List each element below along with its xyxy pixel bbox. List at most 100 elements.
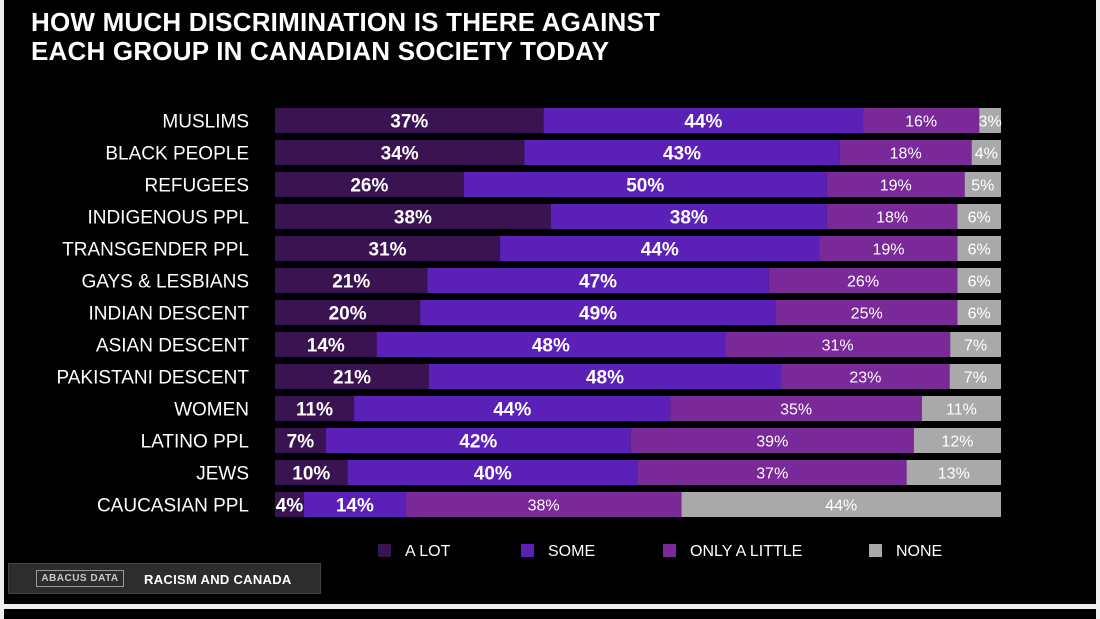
data-label: 20% — [329, 304, 367, 325]
category-label: JEWS — [196, 464, 249, 485]
data-label: 34% — [381, 144, 419, 165]
data-label: 43% — [663, 144, 701, 165]
bar-segment-some — [325, 428, 631, 453]
bar-segment-none — [979, 108, 1001, 133]
bar-segment-a-lot — [275, 492, 305, 517]
data-label: 4% — [276, 496, 304, 517]
bar-segment-none — [681, 492, 1001, 517]
data-label: 44% — [684, 112, 722, 133]
data-label: 18% — [890, 146, 922, 163]
chart-title-line-1: HOW MUCH DISCRIMINATION IS THERE AGAINST — [31, 7, 661, 37]
bar-segment-only-a-little — [839, 140, 972, 165]
data-label: 18% — [876, 210, 908, 227]
data-label: 19% — [880, 178, 912, 195]
bar-segment-only-a-little — [630, 428, 914, 453]
data-label: 40% — [474, 464, 512, 485]
bar-segment-some — [500, 236, 820, 261]
bar-segment-a-lot — [275, 204, 551, 229]
legend-label-only-a-little: ONLY A LITTLE — [690, 543, 802, 560]
data-label: 26% — [847, 274, 879, 291]
category-label: REFUGEES — [144, 176, 249, 197]
bar-segment-some — [543, 108, 864, 133]
data-label: 50% — [626, 176, 664, 197]
bar-segment-only-a-little — [863, 108, 980, 133]
bar-segment-a-lot — [275, 300, 421, 325]
footer-caption: RACISM AND CANADA — [144, 572, 292, 587]
category-label: WOMEN — [174, 400, 249, 421]
bar-segment-only-a-little — [826, 204, 958, 229]
data-label: 39% — [756, 434, 788, 451]
chart-title-line-2: EACH GROUP IN CANADIAN SOCIETY TODAY — [31, 36, 610, 66]
category-label: BLACK PEOPLE — [105, 144, 249, 165]
bar-segment-some — [376, 332, 726, 357]
data-label: 7% — [964, 370, 987, 387]
data-label: 11% — [296, 400, 333, 421]
bar-segment-only-a-little — [725, 332, 951, 357]
bar-segment-only-a-little — [670, 396, 922, 421]
category-label: LATINO PPL — [141, 432, 249, 453]
data-label: 19% — [872, 242, 904, 259]
category-label: PAKISTANI DESCENT — [57, 368, 250, 389]
bar-segment-a-lot — [275, 396, 355, 421]
category-label: MUSLIMS — [162, 112, 249, 133]
data-label: 42% — [459, 432, 497, 453]
bar-segment-only-a-little — [826, 172, 965, 197]
data-label: 14% — [307, 336, 345, 357]
data-label: 38% — [670, 208, 708, 229]
data-label: 7% — [964, 338, 987, 355]
data-label: 48% — [532, 336, 570, 357]
bar-segment-only-a-little — [819, 236, 958, 261]
data-label: 21% — [332, 272, 370, 293]
data-label: 13% — [938, 466, 970, 483]
legend-label-none: NONE — [896, 543, 942, 560]
legend-swatch-a-lot — [378, 544, 391, 557]
bar-segment-a-lot — [275, 268, 428, 293]
data-label: 25% — [851, 306, 883, 323]
bar-segment-none — [913, 428, 1001, 453]
bar-segment-some — [420, 300, 776, 325]
bar-segment-some — [463, 172, 827, 197]
data-label: 44% — [493, 400, 531, 421]
bar-segment-none — [971, 140, 1001, 165]
bar-segment-a-lot — [275, 460, 348, 485]
category-label: GAYS & LESBIANS — [81, 272, 249, 293]
data-label: 31% — [822, 338, 854, 355]
data-label: 7% — [287, 432, 315, 453]
bar-segment-a-lot — [275, 236, 501, 261]
legend-swatch-none — [869, 544, 882, 557]
data-label: 6% — [968, 306, 991, 323]
data-label: 21% — [333, 368, 371, 389]
bar-segment-some — [429, 364, 781, 389]
data-label: 38% — [394, 208, 432, 229]
bar-segment-none — [906, 460, 1001, 485]
bar-segment-none — [957, 300, 1001, 325]
bar-segment-none — [957, 236, 1001, 261]
bar-segment-some — [550, 204, 827, 229]
bar-segment-some — [427, 268, 769, 293]
bar-segment-only-a-little — [768, 268, 958, 293]
data-label: 44% — [825, 498, 857, 515]
bar-segment-none — [957, 204, 1001, 229]
data-label: 6% — [968, 210, 991, 227]
bar-segment-none — [949, 364, 1001, 389]
data-label: 16% — [905, 114, 937, 131]
data-label: 35% — [780, 402, 812, 419]
category-label: TRANSGENDER PPL — [62, 240, 249, 261]
bar-segment-a-lot — [275, 332, 377, 357]
category-label: INDIAN DESCENT — [89, 304, 250, 325]
logo-underline — [36, 586, 124, 591]
bar-segment-a-lot — [275, 428, 326, 453]
data-label: 10% — [292, 464, 330, 485]
chart-title: HOW MUCH DISCRIMINATION IS THERE AGAINST… — [31, 8, 660, 66]
data-label: 6% — [968, 274, 991, 291]
bar-segment-only-a-little — [775, 300, 958, 325]
bar-segment-a-lot — [275, 172, 464, 197]
data-label: 37% — [390, 112, 428, 133]
data-label: 6% — [968, 242, 991, 259]
legend-swatch-only-a-little — [663, 544, 676, 557]
legend-swatch-some — [521, 544, 534, 557]
data-label: 26% — [350, 176, 388, 197]
bar-segment-some — [347, 460, 638, 485]
legend-label-some: SOME — [548, 543, 595, 560]
